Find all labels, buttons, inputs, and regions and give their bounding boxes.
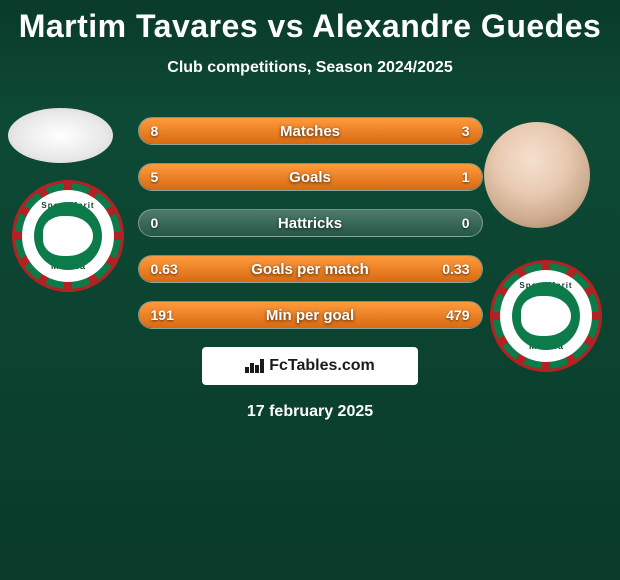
stat-row: 51Goals (138, 163, 483, 191)
stat-label: Goals (139, 169, 482, 186)
subtitle: Club competitions, Season 2024/2025 (0, 59, 620, 77)
stat-row: 0.630.33Goals per match (138, 255, 483, 283)
stat-row: 00Hattricks (138, 209, 483, 237)
stat-row: 191479Min per goal (138, 301, 483, 329)
date-text: 17 february 2025 (0, 403, 620, 421)
stat-label: Hattricks (139, 215, 482, 232)
stats-bars: 83Matches 51Goals 00Hattricks 0.630.33Goals… (138, 117, 483, 329)
stat-row: 83Matches (138, 117, 483, 145)
stat-label: Matches (139, 123, 482, 140)
brand-text: FcTables.com (269, 357, 375, 375)
brand-badge: FcTables.com (202, 347, 418, 385)
stat-label: Min per goal (139, 307, 482, 324)
page-title: Martim Tavares vs Alexandre Guedes (0, 0, 620, 45)
stat-label: Goals per match (139, 261, 482, 278)
bars-icon (245, 359, 263, 373)
